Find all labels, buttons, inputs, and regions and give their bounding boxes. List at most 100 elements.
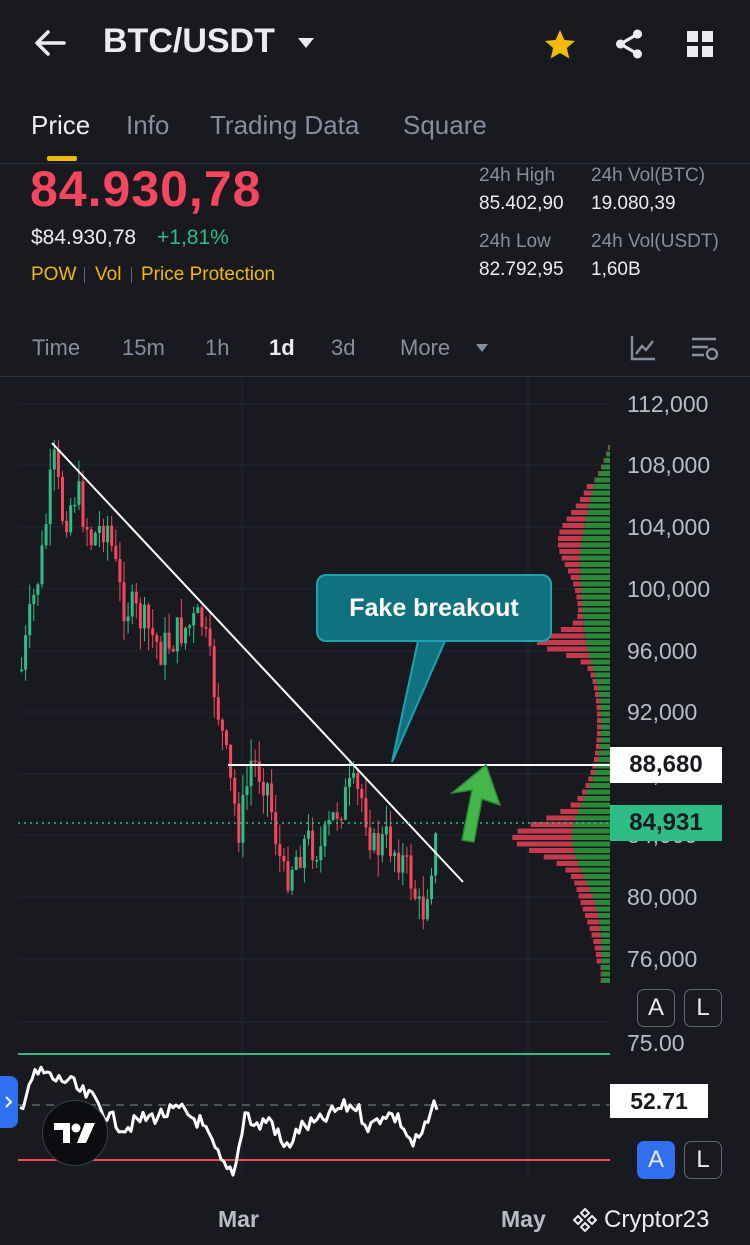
up-arrow-icon xyxy=(449,763,502,843)
candle-body xyxy=(397,852,401,873)
chart-indicator-icon xyxy=(630,336,655,361)
volume-bar xyxy=(571,835,610,840)
candle-body xyxy=(319,846,323,861)
tf-more[interactable]: More xyxy=(400,335,451,360)
candle-body xyxy=(184,627,187,644)
volume-bar xyxy=(592,666,610,671)
tab-info[interactable]: Info xyxy=(126,110,170,140)
volume-bar xyxy=(528,848,574,853)
volume-bar xyxy=(580,867,610,873)
indicator-value-label: 52.71 xyxy=(610,1084,708,1118)
candle-body xyxy=(179,617,183,644)
candle-body xyxy=(413,888,417,899)
candle-body xyxy=(229,744,233,778)
candle-body xyxy=(372,832,376,851)
volume-bar xyxy=(577,614,583,619)
indicators-button[interactable] xyxy=(629,334,657,362)
candle-body xyxy=(85,527,89,530)
volume-bar xyxy=(567,568,580,574)
tf-more-dropdown[interactable] xyxy=(474,341,490,353)
volume-bar xyxy=(580,802,610,808)
volume-bar xyxy=(577,607,583,613)
layout-button[interactable] xyxy=(686,30,714,58)
candle-body xyxy=(417,896,421,899)
candle-body xyxy=(32,594,36,604)
volume-bar xyxy=(592,893,610,899)
volume-bar xyxy=(591,490,610,496)
volume-bar xyxy=(595,750,600,756)
tf-1h[interactable]: 1h xyxy=(205,335,230,360)
candle-body xyxy=(323,824,327,847)
candle-body xyxy=(311,830,315,861)
candle-body xyxy=(200,607,204,628)
tab-price[interactable]: Price xyxy=(31,110,91,140)
auto-scale-button[interactable]: A xyxy=(637,989,675,1027)
candle-body xyxy=(352,772,356,778)
candle-body xyxy=(389,826,392,857)
volume-bar xyxy=(594,672,610,678)
tf-15m[interactable]: 15m xyxy=(122,335,165,360)
candle-body xyxy=(401,855,405,873)
back-button[interactable] xyxy=(32,28,68,58)
tf-time[interactable]: Time xyxy=(32,335,81,360)
indicator-log-scale-button[interactable]: L xyxy=(684,1141,722,1179)
tf-3d[interactable]: 3d xyxy=(331,335,356,360)
candle-body xyxy=(356,772,360,789)
volume-bar xyxy=(603,458,605,463)
volume-bar xyxy=(594,945,602,951)
volume-bar xyxy=(600,731,610,736)
volume-bar xyxy=(596,679,610,684)
volume-bar xyxy=(594,900,610,905)
volume-bar xyxy=(516,841,573,847)
candle-body xyxy=(56,449,60,477)
chart-settings-button[interactable] xyxy=(690,334,720,362)
tag-pow[interactable]: POW xyxy=(31,264,77,285)
volume-bar xyxy=(596,711,601,717)
callout-pointer xyxy=(391,640,447,763)
volume-bar xyxy=(580,549,610,554)
volume-bar xyxy=(572,620,584,626)
price-chart[interactable] xyxy=(0,377,610,1177)
indicator-auto-scale-button[interactable]: A xyxy=(637,1141,675,1179)
volume-bar xyxy=(581,588,610,593)
volume-bar xyxy=(581,601,610,606)
volume-bar xyxy=(600,971,602,977)
volume-bar xyxy=(600,711,610,717)
candle-body xyxy=(73,504,77,507)
candle-body xyxy=(192,613,196,626)
volume-bar xyxy=(588,776,593,782)
log-scale-button[interactable]: L xyxy=(684,989,722,1027)
candle-body xyxy=(196,607,200,614)
candle-body xyxy=(257,761,261,782)
volume-bar xyxy=(604,458,610,463)
candle-body xyxy=(302,838,306,868)
pair-title[interactable]: BTC/USDT xyxy=(103,22,275,60)
volume-bar xyxy=(593,484,610,489)
volume-bar xyxy=(577,601,582,606)
candle-body xyxy=(307,830,310,839)
volume-bar xyxy=(596,906,610,912)
volume-bar xyxy=(600,926,610,931)
volume-bar xyxy=(590,672,595,678)
pair-dropdown-button[interactable] xyxy=(296,36,316,50)
candle-body xyxy=(331,812,335,821)
tag-vol[interactable]: Vol xyxy=(95,264,122,285)
volume-bar xyxy=(597,718,602,723)
binance-logo-icon xyxy=(572,1207,598,1233)
volume-bar xyxy=(584,523,610,528)
y-tick: 112,000 xyxy=(627,391,709,417)
tf-1d[interactable]: 1d xyxy=(269,335,295,360)
volume-bar xyxy=(584,913,598,918)
candle-body xyxy=(126,616,130,622)
tag-price-protection[interactable]: Price Protection xyxy=(141,264,276,285)
volume-bar xyxy=(600,705,610,710)
side-drawer-handle[interactable] xyxy=(0,1076,18,1128)
candle-body xyxy=(89,529,93,546)
favorite-button[interactable] xyxy=(542,27,578,63)
candle-body xyxy=(20,669,23,672)
tab-square[interactable]: Square xyxy=(403,110,487,140)
tab-trading-data[interactable]: Trading Data xyxy=(210,110,360,140)
share-button[interactable] xyxy=(612,27,646,61)
volume-bar xyxy=(601,464,610,470)
timeframe-divider xyxy=(0,376,750,377)
